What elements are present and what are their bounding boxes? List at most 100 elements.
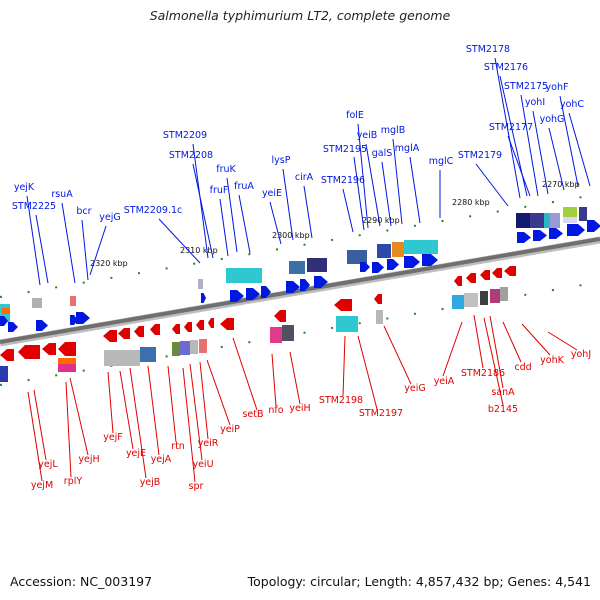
reverse-label-lines — [27, 314, 578, 483]
forward-label-line — [158, 218, 201, 264]
reverse-label-line — [189, 363, 203, 461]
forward-gene-arrow — [286, 281, 300, 293]
forward-label-line — [520, 94, 539, 197]
gene-label-setB: setB — [242, 409, 263, 420]
reverse-gene-arrow — [196, 320, 204, 330]
forward-gene-arrow — [36, 320, 48, 331]
forward-label-line — [475, 163, 509, 207]
forward-label-line — [303, 185, 313, 239]
forward-label-line — [26, 195, 41, 286]
reverse-label-line — [119, 370, 134, 450]
gene-label-bcr: bcr — [76, 206, 91, 217]
reverse-label-line — [65, 381, 72, 478]
gene-label-yejK: yejK — [14, 182, 35, 193]
forward-label-line — [532, 110, 549, 195]
forward-gene-arrow — [76, 312, 90, 324]
reverse-label-line — [147, 365, 160, 456]
reverse-gene-arrow — [42, 343, 56, 355]
reverse-label-line — [27, 391, 43, 482]
forward-gene-arrow — [533, 230, 547, 241]
gene-label-STM2209.1c: STM2209.1c — [124, 205, 183, 216]
gene-label-yohC: yohC — [560, 99, 584, 110]
reverse-label-line — [129, 367, 147, 479]
forward-arrows — [0, 220, 600, 332]
reverse-gene-arrow — [274, 310, 286, 322]
forward-gene-arrow — [372, 262, 384, 273]
forward-gene-arrow — [549, 228, 563, 239]
gene-label-yejH: yejH — [78, 454, 99, 465]
gene-label-STM2209: STM2209 — [163, 130, 207, 141]
gene-label-yeiP: yeiP — [220, 424, 240, 435]
reverse-gene-arrow — [220, 318, 234, 330]
gene-label-STM2177: STM2177 — [489, 122, 533, 133]
forward-label-line — [35, 214, 49, 284]
gene-label-lysP: lysP — [272, 155, 291, 166]
gene-label-fruF: fruF — [210, 185, 229, 196]
forward-label-line — [342, 188, 354, 233]
reverse-label-line — [342, 335, 346, 397]
forward-label-line — [61, 202, 76, 284]
map-title: Salmonella typhimurium LT2, complete gen… — [149, 8, 451, 23]
forward-gene-arrow — [517, 232, 531, 243]
gene-label-yejF: yejF — [103, 432, 123, 443]
reverse-gene-arrow — [0, 349, 14, 361]
gene-label-fruA: fruA — [234, 181, 254, 192]
forward-label-line — [409, 156, 421, 224]
reverse-gene-arrow — [118, 328, 130, 339]
reverse-gene-arrow — [466, 273, 476, 283]
reverse-gene-arrow — [58, 342, 76, 356]
gene-label-galS: galS — [372, 148, 393, 159]
forward-label-line — [559, 95, 579, 187]
kbp-label-2300: 2300 kbp — [272, 231, 310, 240]
gene-label-yohK: yohK — [540, 355, 564, 366]
gene-label-STM2196: STM2196 — [321, 175, 365, 186]
gene-label-STM2197: STM2197 — [359, 408, 403, 419]
forward-gene-arrow — [567, 224, 585, 236]
gene-label-yeiH: yeiH — [289, 403, 310, 414]
reverse-gene-arrow — [172, 324, 180, 334]
forward-gene-arrow — [314, 276, 328, 288]
reverse-gene-arrow — [492, 268, 502, 278]
gene-label-sanA: sanA — [491, 387, 515, 398]
reverse-label-line — [442, 321, 463, 377]
gene-label-spr: spr — [189, 481, 204, 492]
gene-label-yejE: yejE — [126, 448, 146, 459]
reverse-feature-blocks — [0, 287, 508, 382]
reverse-label-line — [483, 317, 504, 406]
forward-label-line — [365, 143, 381, 227]
forward-gene-arrow — [230, 290, 244, 302]
reverse-gene-arrow — [134, 326, 144, 337]
reverse-label-line — [232, 337, 258, 411]
gene-label-rsuA: rsuA — [51, 189, 73, 200]
forward-label-line — [89, 225, 107, 276]
reverse-label-line — [182, 367, 196, 483]
forward-gene-arrow — [360, 262, 370, 272]
kbp-label-2310: 2310 kbp — [180, 246, 218, 255]
forward-label-line — [226, 177, 238, 253]
reverse-label-line — [69, 377, 89, 456]
forward-label-line — [219, 198, 229, 257]
gene-label-STM2186: STM2186 — [461, 368, 505, 379]
reverse-gene-arrow — [480, 270, 490, 280]
forward-label-line — [381, 161, 392, 227]
forward-label-line — [238, 194, 251, 254]
gene-label-yejB: yejB — [140, 477, 161, 488]
reverse-gene-arrow — [454, 276, 462, 286]
reverse-gene-arrow — [374, 294, 382, 304]
reverse-gene-labels: yohJ yohK cdd sanA b2145 STM2186 yeiA yeiG STM21… — [31, 349, 591, 492]
gene-label-folE: folE — [346, 110, 364, 121]
accession-text: Accession: NC_003197 — [10, 574, 153, 589]
gene-label-STM2195: STM2195 — [323, 144, 367, 155]
gene-label-yeiU: yeiU — [192, 459, 213, 470]
forward-label-lines — [26, 57, 591, 286]
kbp-label-2290: 2290 kbp — [362, 216, 400, 225]
reverse-label-line — [547, 331, 578, 351]
forward-gene-arrow — [0, 316, 8, 326]
gene-label-cdd: cdd — [514, 362, 531, 373]
gene-label-yohJ: yohJ — [571, 349, 591, 360]
reverse-label-line — [271, 353, 277, 407]
reverse-arrows — [0, 266, 516, 361]
gene-label-b2145: b2145 — [488, 404, 518, 415]
